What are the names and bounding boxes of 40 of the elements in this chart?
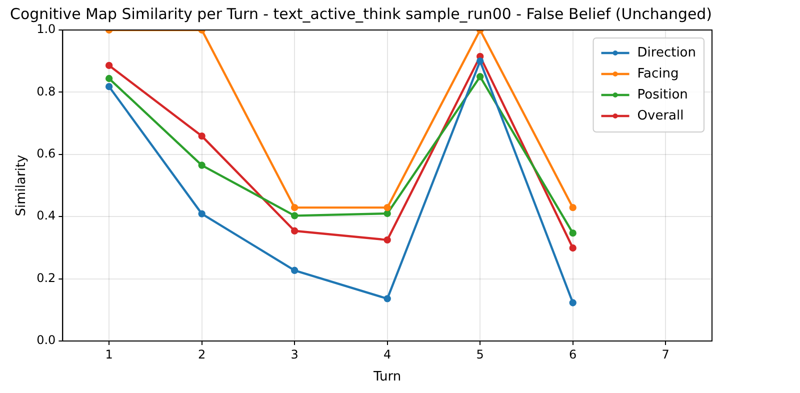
- y-tick-label: 0.4: [36, 208, 56, 223]
- x-tick-label: 4: [384, 347, 392, 362]
- point: [569, 299, 576, 306]
- y-axis-title: Similarity: [14, 154, 30, 216]
- point: [384, 295, 391, 302]
- legend-label: Position: [637, 87, 688, 102]
- point: [476, 73, 484, 80]
- point: [290, 227, 298, 235]
- point: [290, 204, 298, 212]
- x-tick-label: 7: [662, 347, 670, 362]
- legend-label: Direction: [637, 45, 696, 60]
- point: [198, 210, 206, 218]
- point: [105, 83, 113, 90]
- point: [569, 229, 576, 237]
- x-tick-label: 1: [105, 347, 113, 362]
- point: [384, 204, 391, 212]
- y-tick-label: 0.2: [36, 270, 56, 285]
- y-tick-label: 0.0: [36, 333, 56, 348]
- x-tick-label: 5: [476, 347, 484, 362]
- point: [384, 210, 391, 218]
- chart-title: Cognitive Map Similarity per Turn - text_active_think sample_run00 - False Belief (Unchanged): [10, 4, 712, 23]
- legend-label: Facing: [637, 66, 679, 82]
- x-axis-title: Turn: [372, 370, 402, 385]
- x-tick-label: 2: [198, 347, 206, 362]
- point: [290, 212, 298, 220]
- point: [290, 266, 298, 274]
- point: [105, 62, 113, 70]
- point: [198, 132, 206, 140]
- point: [384, 236, 391, 244]
- legend-label: Overall: [637, 108, 684, 124]
- x-tick-label: 6: [569, 347, 577, 362]
- y-tick-label: 1.0: [36, 22, 56, 36]
- point: [476, 58, 484, 65]
- point: [105, 74, 113, 82]
- x-tick-label: 3: [290, 347, 298, 362]
- y-tick-label: 0.8: [36, 84, 56, 98]
- y-tick-label: 0.6: [36, 146, 56, 161]
- point: [569, 204, 576, 212]
- point: [569, 244, 576, 252]
- point: [198, 162, 206, 169]
